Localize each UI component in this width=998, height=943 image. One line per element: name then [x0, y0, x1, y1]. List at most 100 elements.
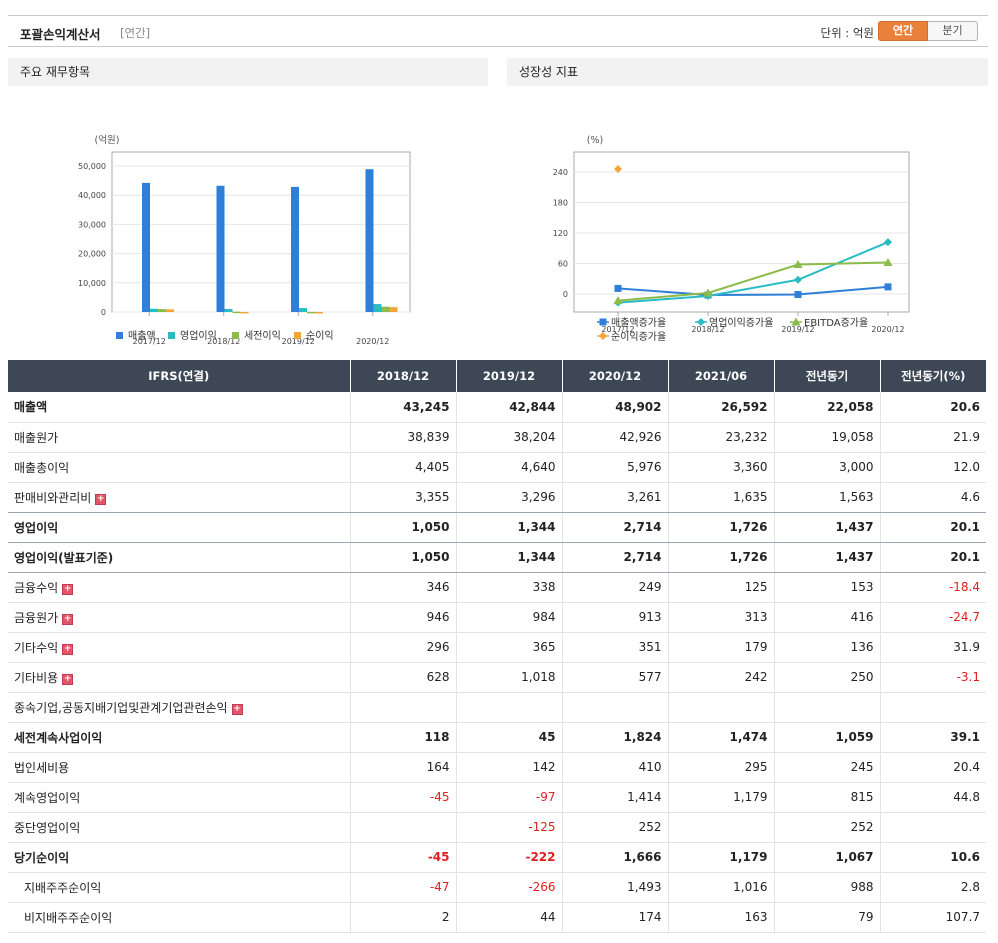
x-tick-label: 2018/12 — [207, 337, 240, 346]
value-cell: -125 — [456, 812, 563, 843]
expand-plus-icon[interactable]: + — [62, 583, 74, 595]
key-financials-title: 주요 재무항목 — [8, 58, 488, 86]
data-point — [884, 283, 892, 291]
column-header: IFRS(연결) — [8, 360, 351, 392]
value-cell: 3,360 — [668, 452, 775, 483]
legend-label: 순이익증가율 — [611, 331, 666, 343]
x-tick-label: 2020/12 — [356, 337, 389, 346]
value-cell: 1,016 — [668, 872, 775, 903]
value-cell: 3,261 — [562, 482, 669, 513]
row-label: 영업이익 — [14, 520, 59, 535]
legend-swatch — [168, 332, 175, 339]
column-header: 전년동기 — [774, 360, 881, 392]
statement-header: 포괄손익계산서 [연간] 단위 : 억원 연간 분기 — [8, 15, 988, 47]
value-cell: 12.0 — [880, 452, 986, 483]
value-cell: 1,179 — [668, 782, 775, 813]
value-cell: 1,437 — [774, 542, 881, 573]
value-cell: 31.9 — [880, 632, 986, 663]
data-point — [703, 288, 713, 297]
value-cell: 164 — [350, 752, 457, 783]
x-tick-label: 2018/12 — [691, 325, 724, 334]
bar — [365, 169, 374, 312]
value-cell: 1,726 — [668, 512, 775, 543]
row-label-cell: 법인세비용 — [8, 752, 351, 783]
y-tick-label: 180 — [553, 199, 568, 208]
data-point — [794, 275, 802, 284]
table-row: 계속영업이익 -45 -97 1,414 1,179 815 44.8 — [8, 782, 986, 813]
value-cell: 179 — [668, 632, 775, 663]
value-cell — [880, 812, 986, 843]
value-cell: 295 — [668, 752, 775, 783]
legend-marker — [599, 332, 607, 340]
growth-title: 성장성 지표 — [507, 58, 988, 86]
value-cell: 946 — [350, 602, 457, 633]
bar — [307, 311, 315, 314]
bar — [389, 307, 398, 312]
value-cell — [350, 812, 457, 843]
value-cell: 1,414 — [562, 782, 669, 813]
table-header-row: IFRS(연결) 2018/12 2019/12 2020/12 2021/06… — [8, 360, 986, 392]
value-cell: 242 — [668, 662, 775, 693]
quarter-toggle-button[interactable]: 분기 — [928, 21, 978, 41]
value-cell: 313 — [668, 602, 775, 633]
column-header: 전년동기(%) — [880, 360, 986, 392]
expand-plus-icon[interactable]: + — [95, 493, 107, 505]
value-cell: 3,355 — [350, 482, 457, 513]
table-row: 판매비와관리비 +3,355 3,296 3,261 1,635 1,563 4.6 — [8, 482, 986, 513]
column-header: 2020/12 — [562, 360, 669, 392]
value-cell: 4.6 — [880, 482, 986, 513]
x-tick-label: 2020/12 — [871, 325, 904, 334]
value-cell: 2,714 — [562, 542, 669, 573]
value-cell: 416 — [774, 602, 881, 633]
value-cell: 1,050 — [350, 512, 457, 543]
key-financials-chart: 0 10,000 20,000 30,000 40,000 50,000 (억원) 2017/… — [78, 134, 411, 346]
y-tick-label: 30,000 — [78, 220, 106, 229]
value-cell — [668, 692, 775, 723]
value-cell: -45 — [350, 782, 457, 813]
value-cell — [456, 692, 563, 723]
value-cell: 351 — [562, 632, 669, 663]
value-cell: 1,018 — [456, 662, 563, 693]
value-cell: 338 — [456, 572, 563, 603]
bar — [166, 309, 174, 312]
unit-label: 단위 : 억원 — [820, 26, 874, 40]
y-axis-unit: (억원) — [95, 134, 120, 146]
value-cell — [774, 692, 881, 723]
value-cell: 44.8 — [880, 782, 986, 813]
y-tick-label: 10,000 — [78, 279, 106, 288]
annual-toggle-button[interactable]: 연간 — [878, 21, 928, 41]
table-row: 지배주주순이익 -47 -266 1,493 1,016 988 2.8 — [8, 872, 986, 903]
value-cell: 20.4 — [880, 752, 986, 783]
value-cell: 1,437 — [774, 512, 881, 543]
y-tick-label: 0 — [101, 308, 106, 317]
value-cell: 4,640 — [456, 452, 563, 483]
x-tick-label: 2017/12 — [133, 337, 166, 346]
legend-swatch — [116, 332, 123, 339]
expand-plus-icon[interactable]: + — [231, 703, 243, 715]
bar — [216, 185, 225, 312]
value-cell: 1,059 — [774, 722, 881, 753]
value-cell: 21.9 — [880, 422, 986, 453]
row-label-cell: 비지배주주순이익 — [8, 902, 351, 933]
data-point — [793, 260, 803, 269]
expand-plus-icon[interactable]: + — [62, 613, 74, 625]
expand-plus-icon[interactable]: + — [62, 643, 74, 655]
row-label: 세전계속사업이익 — [14, 730, 103, 745]
value-cell: 1,050 — [350, 542, 457, 573]
bar — [291, 186, 299, 312]
value-cell: 79 — [774, 902, 881, 933]
value-cell: 1,179 — [668, 842, 775, 873]
value-cell: 153 — [774, 572, 881, 603]
legend-swatch — [294, 332, 301, 339]
bar — [240, 312, 249, 314]
legend-label: 영업이익 — [180, 329, 217, 342]
value-cell: 365 — [456, 632, 563, 663]
expand-plus-icon[interactable]: + — [62, 673, 74, 685]
legend-label: 세전이익 — [244, 330, 281, 342]
value-cell: -97 — [456, 782, 563, 813]
value-cell: 3,296 — [456, 482, 563, 513]
legend-label: EBITDA증가율 — [804, 317, 868, 329]
table-row: 매출액 43,245 42,844 48,902 26,592 22,058 20.6 — [8, 392, 986, 423]
value-cell: 3,000 — [774, 452, 881, 483]
plot-area — [573, 151, 910, 313]
